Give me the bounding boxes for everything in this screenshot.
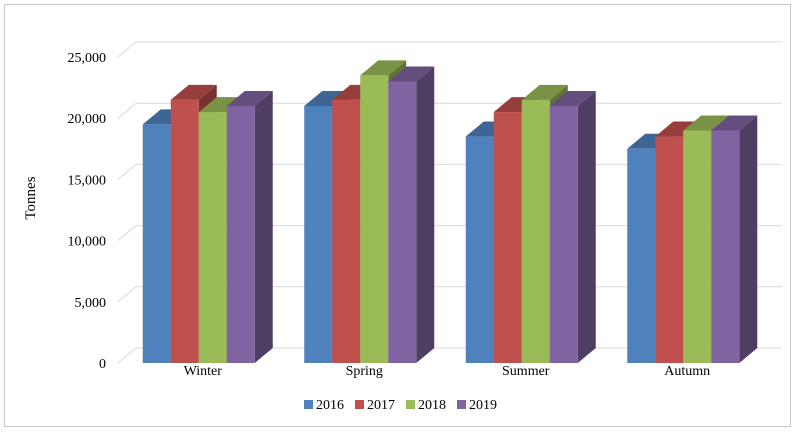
bar-top — [170, 84, 217, 100]
bar-winter-2019 — [226, 90, 273, 364]
x-tick-label: Spring — [346, 364, 383, 379]
bar-front — [711, 130, 740, 363]
legend-swatch — [355, 400, 364, 409]
gridline-depth — [117, 286, 137, 303]
y-tick-label: 25,000 — [68, 51, 107, 66]
gridline-depth — [117, 347, 137, 364]
bar-front — [465, 136, 494, 363]
bar-front — [360, 75, 389, 364]
bar-front — [627, 148, 656, 363]
legend-swatch — [304, 400, 313, 409]
legend-swatch — [406, 400, 415, 409]
bar-front — [549, 105, 578, 364]
legend-label: 2017 — [367, 398, 395, 413]
bar-top — [521, 84, 568, 100]
bar-front — [198, 112, 227, 363]
legend-item-2019: 2019 — [457, 398, 497, 413]
bar-front — [142, 124, 171, 363]
bar-front — [521, 99, 550, 363]
legend-item-2016: 2016 — [304, 398, 344, 413]
gridline-depth — [117, 41, 137, 58]
x-tick-label: Autumn — [664, 364, 710, 379]
y-tick-label: 0 — [99, 357, 106, 372]
gridline-depth — [117, 164, 137, 180]
x-tick-label: Winter — [184, 364, 223, 379]
bar-front — [493, 112, 522, 363]
bar-top — [683, 115, 730, 131]
bar-front — [388, 81, 417, 363]
bar-front — [655, 136, 684, 363]
bar-side — [739, 115, 758, 363]
bar-top — [226, 90, 273, 106]
bar-summer-2019 — [549, 90, 596, 364]
y-tick-label: 20,000 — [68, 112, 107, 127]
bar-side — [254, 90, 273, 364]
bar-top — [549, 90, 596, 106]
bar-front — [304, 105, 333, 364]
bar-front — [226, 105, 255, 364]
y-tick-label: 5,000 — [75, 296, 107, 311]
bar-top — [388, 66, 435, 82]
legend-swatch — [457, 400, 466, 409]
legend-item-2017: 2017 — [355, 398, 395, 413]
y-tick-label: 15,000 — [68, 173, 107, 188]
legend: 2016 2017 2018 2019 — [304, 398, 497, 413]
bar-side — [416, 66, 435, 363]
gridline-depth — [117, 225, 137, 241]
legend-item-2018: 2018 — [406, 398, 446, 413]
gridline-depth — [117, 102, 137, 119]
y-axis-ticks: 0 5,000 10,000 15,000 20,000 25,000 — [68, 51, 107, 372]
bar-side — [577, 90, 596, 364]
bar-front — [332, 99, 361, 363]
legend-label: 2019 — [469, 398, 497, 413]
x-tick-label: Summer — [502, 364, 550, 379]
bar-autumn-2019 — [711, 115, 758, 363]
bar-spring-2019 — [388, 66, 435, 363]
bar-front — [170, 99, 199, 363]
y-tick-label: 10,000 — [68, 235, 107, 250]
bars-layer — [142, 60, 758, 364]
bar-top — [360, 60, 407, 76]
bar-top — [711, 115, 758, 131]
bar-front — [683, 130, 712, 363]
x-axis-ticks: Winter Spring Summer Autumn — [184, 364, 711, 379]
legend-label: 2018 — [418, 398, 446, 413]
legend-label: 2016 — [316, 398, 344, 413]
y-axis-label: Tonnes — [23, 176, 39, 219]
